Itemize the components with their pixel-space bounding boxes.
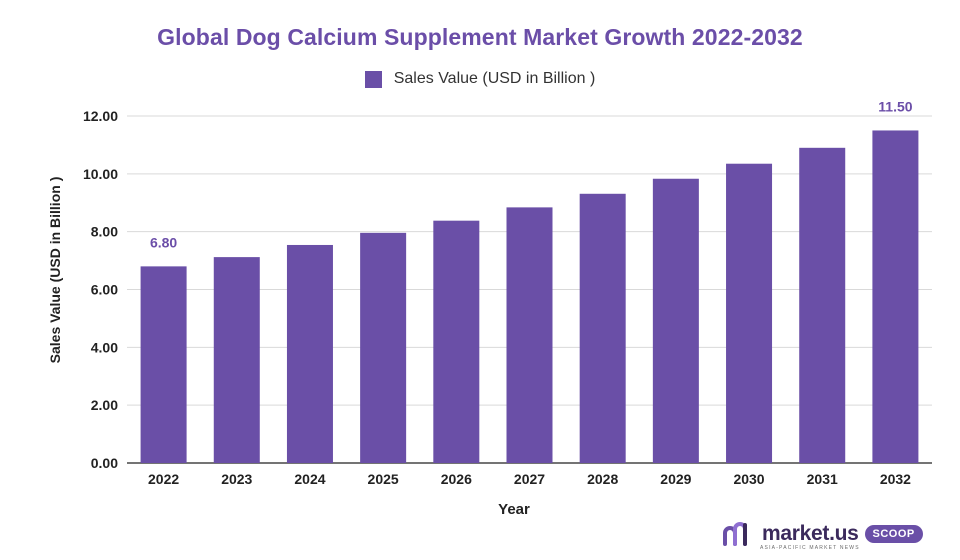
x-tick-label: 2027 bbox=[514, 471, 545, 487]
x-tick-label: 2028 bbox=[587, 471, 618, 487]
x-tick-label: 2022 bbox=[148, 471, 179, 487]
bar-2025 bbox=[360, 232, 407, 463]
brand-tagline: ASIA-PACIFIC MARKET NEWS bbox=[760, 545, 860, 551]
y-tick-label: 2.00 bbox=[91, 397, 118, 413]
x-tick-label: 2023 bbox=[221, 471, 252, 487]
data-label-2032: 11.50 bbox=[878, 98, 912, 114]
x-tick-label: 2024 bbox=[294, 471, 325, 487]
legend-swatch bbox=[364, 70, 382, 88]
bar-2032 bbox=[872, 130, 919, 464]
market-us-logo-icon bbox=[723, 522, 747, 546]
bars-layer bbox=[140, 130, 919, 464]
brand-name: market.us bbox=[762, 522, 859, 545]
brand-badge: SCOOP bbox=[864, 525, 923, 543]
bar-2030 bbox=[726, 163, 773, 463]
y-tick-label: 4.00 bbox=[91, 339, 118, 355]
bar-2023 bbox=[213, 257, 260, 463]
bar-2027 bbox=[506, 207, 553, 463]
labels-layer: 0.00 2.00 4.00 6.00 8.00 10.00 12.00 2022 2023 20… bbox=[83, 98, 913, 487]
data-label-2022: 6.80 bbox=[150, 234, 177, 250]
y-tick-label: 8.00 bbox=[91, 224, 118, 240]
y-tick-label: 0.00 bbox=[91, 455, 118, 471]
y-tick-label: 12.00 bbox=[83, 108, 118, 124]
y-axis-label: Sales Value (USD in Billion ) bbox=[47, 177, 63, 364]
legend: Sales Value (USD in Billion ) bbox=[0, 70, 960, 88]
bar-2024 bbox=[286, 244, 333, 463]
bar-2026 bbox=[433, 220, 480, 463]
x-tick-label: 2029 bbox=[660, 471, 691, 487]
bar-2029 bbox=[652, 178, 699, 464]
chart-title: Global Dog Calcium Supplement Market Gro… bbox=[157, 24, 803, 50]
x-tick-label: 2025 bbox=[368, 471, 399, 487]
legend-label: Sales Value (USD in Billion ) bbox=[393, 70, 596, 87]
brand-logo: market.us SCOOP bbox=[722, 520, 923, 548]
x-tick-label: 2031 bbox=[807, 471, 838, 487]
x-tick-label: 2032 bbox=[880, 471, 911, 487]
x-axis-label: Year bbox=[498, 501, 530, 518]
x-tick-label: 2026 bbox=[441, 471, 472, 487]
x-tick-label: 2030 bbox=[733, 471, 764, 487]
bar-2031 bbox=[799, 147, 846, 463]
bar-2022 bbox=[140, 266, 187, 463]
y-tick-label: 10.00 bbox=[83, 166, 118, 182]
y-tick-label: 6.00 bbox=[91, 282, 118, 298]
bar-2028 bbox=[579, 193, 626, 463]
